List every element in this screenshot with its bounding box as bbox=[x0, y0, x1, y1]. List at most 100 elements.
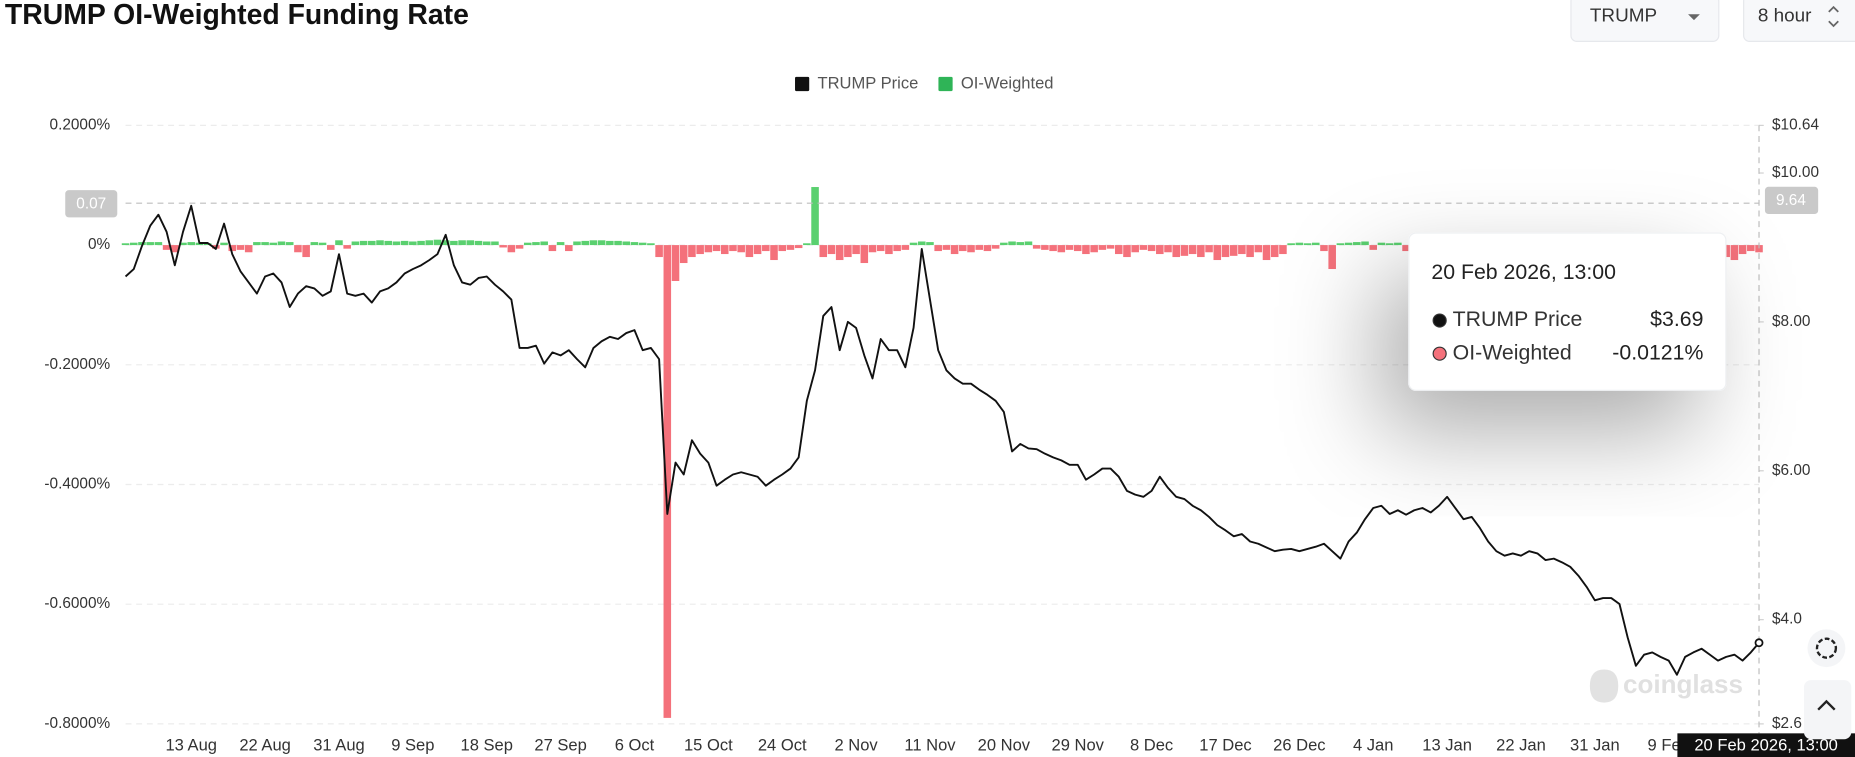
funding-bar bbox=[950, 245, 959, 255]
funding-bar bbox=[762, 245, 770, 252]
funding-bar bbox=[220, 242, 228, 246]
funding-bar bbox=[491, 241, 499, 246]
funding-bar bbox=[991, 245, 1000, 249]
funding-bar bbox=[335, 240, 343, 246]
funding-bar bbox=[745, 245, 754, 258]
y2-tick-label: $6.00 bbox=[1772, 462, 1810, 479]
x-tick-label: 31 Jan bbox=[1570, 736, 1620, 755]
x-tick-label: 18 Sep bbox=[460, 736, 512, 755]
funding-bar bbox=[1131, 245, 1139, 253]
funding-bar bbox=[171, 245, 179, 253]
plot-area: 0.2000% 0% -0.2000% -0.4000% -0.6000% -0.8000… bbox=[44, 73, 1855, 757]
y2-tick-label: $10.00 bbox=[1772, 164, 1819, 181]
funding-bar bbox=[1123, 245, 1131, 258]
tooltip-dot bbox=[1432, 346, 1447, 361]
x-tick-label: 15 Oct bbox=[684, 736, 733, 755]
scroll-top-icon[interactable] bbox=[1817, 699, 1836, 711]
funding-bar bbox=[1229, 245, 1238, 256]
y2-tick-label: $4.0 bbox=[1772, 611, 1802, 628]
funding-bar bbox=[720, 245, 729, 255]
price-line bbox=[124, 204, 1760, 676]
tooltip-series-name: OI-Weighted bbox=[1453, 340, 1572, 364]
x-tick-label: 22 Jan bbox=[1496, 736, 1546, 755]
select-spinner[interactable] bbox=[1828, 5, 1839, 28]
funding-bar bbox=[934, 245, 942, 252]
funding-bar bbox=[1320, 245, 1328, 252]
funding-bar bbox=[614, 240, 622, 246]
funding-bar bbox=[1311, 242, 1320, 246]
funding-bar bbox=[277, 241, 286, 246]
select-box[interactable] bbox=[1743, 0, 1855, 42]
funding-bar bbox=[688, 245, 696, 258]
funding-bar bbox=[1369, 245, 1378, 250]
funding-bar bbox=[1730, 245, 1739, 261]
settings-button[interactable] bbox=[1807, 629, 1846, 668]
funding-bar bbox=[1032, 245, 1041, 249]
select-caret[interactable] bbox=[1688, 14, 1700, 21]
funding-bar bbox=[368, 240, 376, 246]
funding-bar bbox=[581, 240, 589, 246]
funding-bar bbox=[852, 245, 860, 255]
select-box[interactable] bbox=[1570, 0, 1720, 42]
select-value[interactable]: 8 hour bbox=[1758, 6, 1812, 27]
page-title: TRUMP OI-Weighted Funding Rate bbox=[5, 0, 469, 31]
funding-bar bbox=[236, 245, 245, 250]
funding-bar bbox=[630, 242, 639, 246]
funding-bar bbox=[975, 245, 983, 250]
funding-bar bbox=[565, 245, 573, 252]
funding-bar bbox=[1098, 245, 1107, 250]
funding-bar bbox=[655, 245, 663, 258]
symbol-select[interactable]: TRUMP bbox=[1570, 0, 1720, 42]
funding-bar bbox=[811, 187, 819, 246]
funding-bar bbox=[1755, 245, 1763, 253]
funding-bar bbox=[1008, 241, 1016, 246]
crosshair-y2-label: 9.64 bbox=[1776, 192, 1806, 209]
funding-bar bbox=[1180, 245, 1189, 256]
funding-bar bbox=[1394, 242, 1402, 246]
x-tick-label: 9 Sep bbox=[391, 736, 434, 755]
funding-bar bbox=[310, 242, 319, 246]
funding-bar bbox=[778, 245, 786, 252]
funding-bar bbox=[532, 242, 540, 246]
funding-bar bbox=[326, 245, 335, 250]
x-tick-label: 31 Aug bbox=[313, 736, 365, 755]
interval-select[interactable]: 8 hour bbox=[1743, 0, 1855, 42]
funding-bar bbox=[729, 245, 737, 252]
funding-bar bbox=[392, 241, 401, 246]
funding-bar bbox=[1303, 243, 1312, 246]
side-buttons[interactable] bbox=[1803, 629, 1852, 740]
x-tick-label: 17 Dec bbox=[1199, 736, 1251, 755]
funding-bar bbox=[129, 242, 138, 246]
funding-bar bbox=[343, 245, 351, 249]
x-tick-label: 6 Oct bbox=[615, 736, 655, 755]
x-tick-label: 27 Sep bbox=[534, 736, 586, 755]
funding-bar bbox=[515, 245, 524, 249]
funding-bar bbox=[737, 245, 745, 253]
funding-bar bbox=[244, 245, 253, 253]
funding-bar bbox=[269, 242, 278, 246]
tooltip-series-name: TRUMP Price bbox=[1453, 307, 1583, 331]
select-value[interactable]: TRUMP bbox=[1590, 6, 1657, 27]
scroll-top-button[interactable] bbox=[1803, 680, 1852, 740]
funding-bar bbox=[1344, 242, 1353, 246]
settings-icon[interactable] bbox=[1815, 637, 1838, 659]
funding-bar bbox=[441, 240, 450, 246]
y-tick-label: 0.2000% bbox=[50, 116, 111, 133]
funding-bar bbox=[1377, 242, 1386, 246]
funding-bar bbox=[548, 245, 557, 252]
funding-bar bbox=[154, 242, 163, 246]
funding-bar bbox=[425, 240, 434, 246]
funding-bar bbox=[523, 242, 532, 246]
funding-bar bbox=[1385, 243, 1394, 246]
x-tick-label: 22 Aug bbox=[239, 736, 291, 755]
tooltip-value: -0.0121% bbox=[1612, 340, 1703, 364]
funding-bar bbox=[433, 239, 442, 246]
funding-bar bbox=[1049, 245, 1057, 252]
y2-tick-label: $8.00 bbox=[1772, 313, 1810, 330]
funding-bar bbox=[1287, 243, 1295, 246]
funding-bar bbox=[917, 241, 926, 246]
y-tick-label: -0.4000% bbox=[44, 476, 110, 493]
funding-bar bbox=[959, 245, 967, 252]
funding-bar bbox=[294, 245, 302, 253]
funding-bar bbox=[384, 240, 392, 246]
